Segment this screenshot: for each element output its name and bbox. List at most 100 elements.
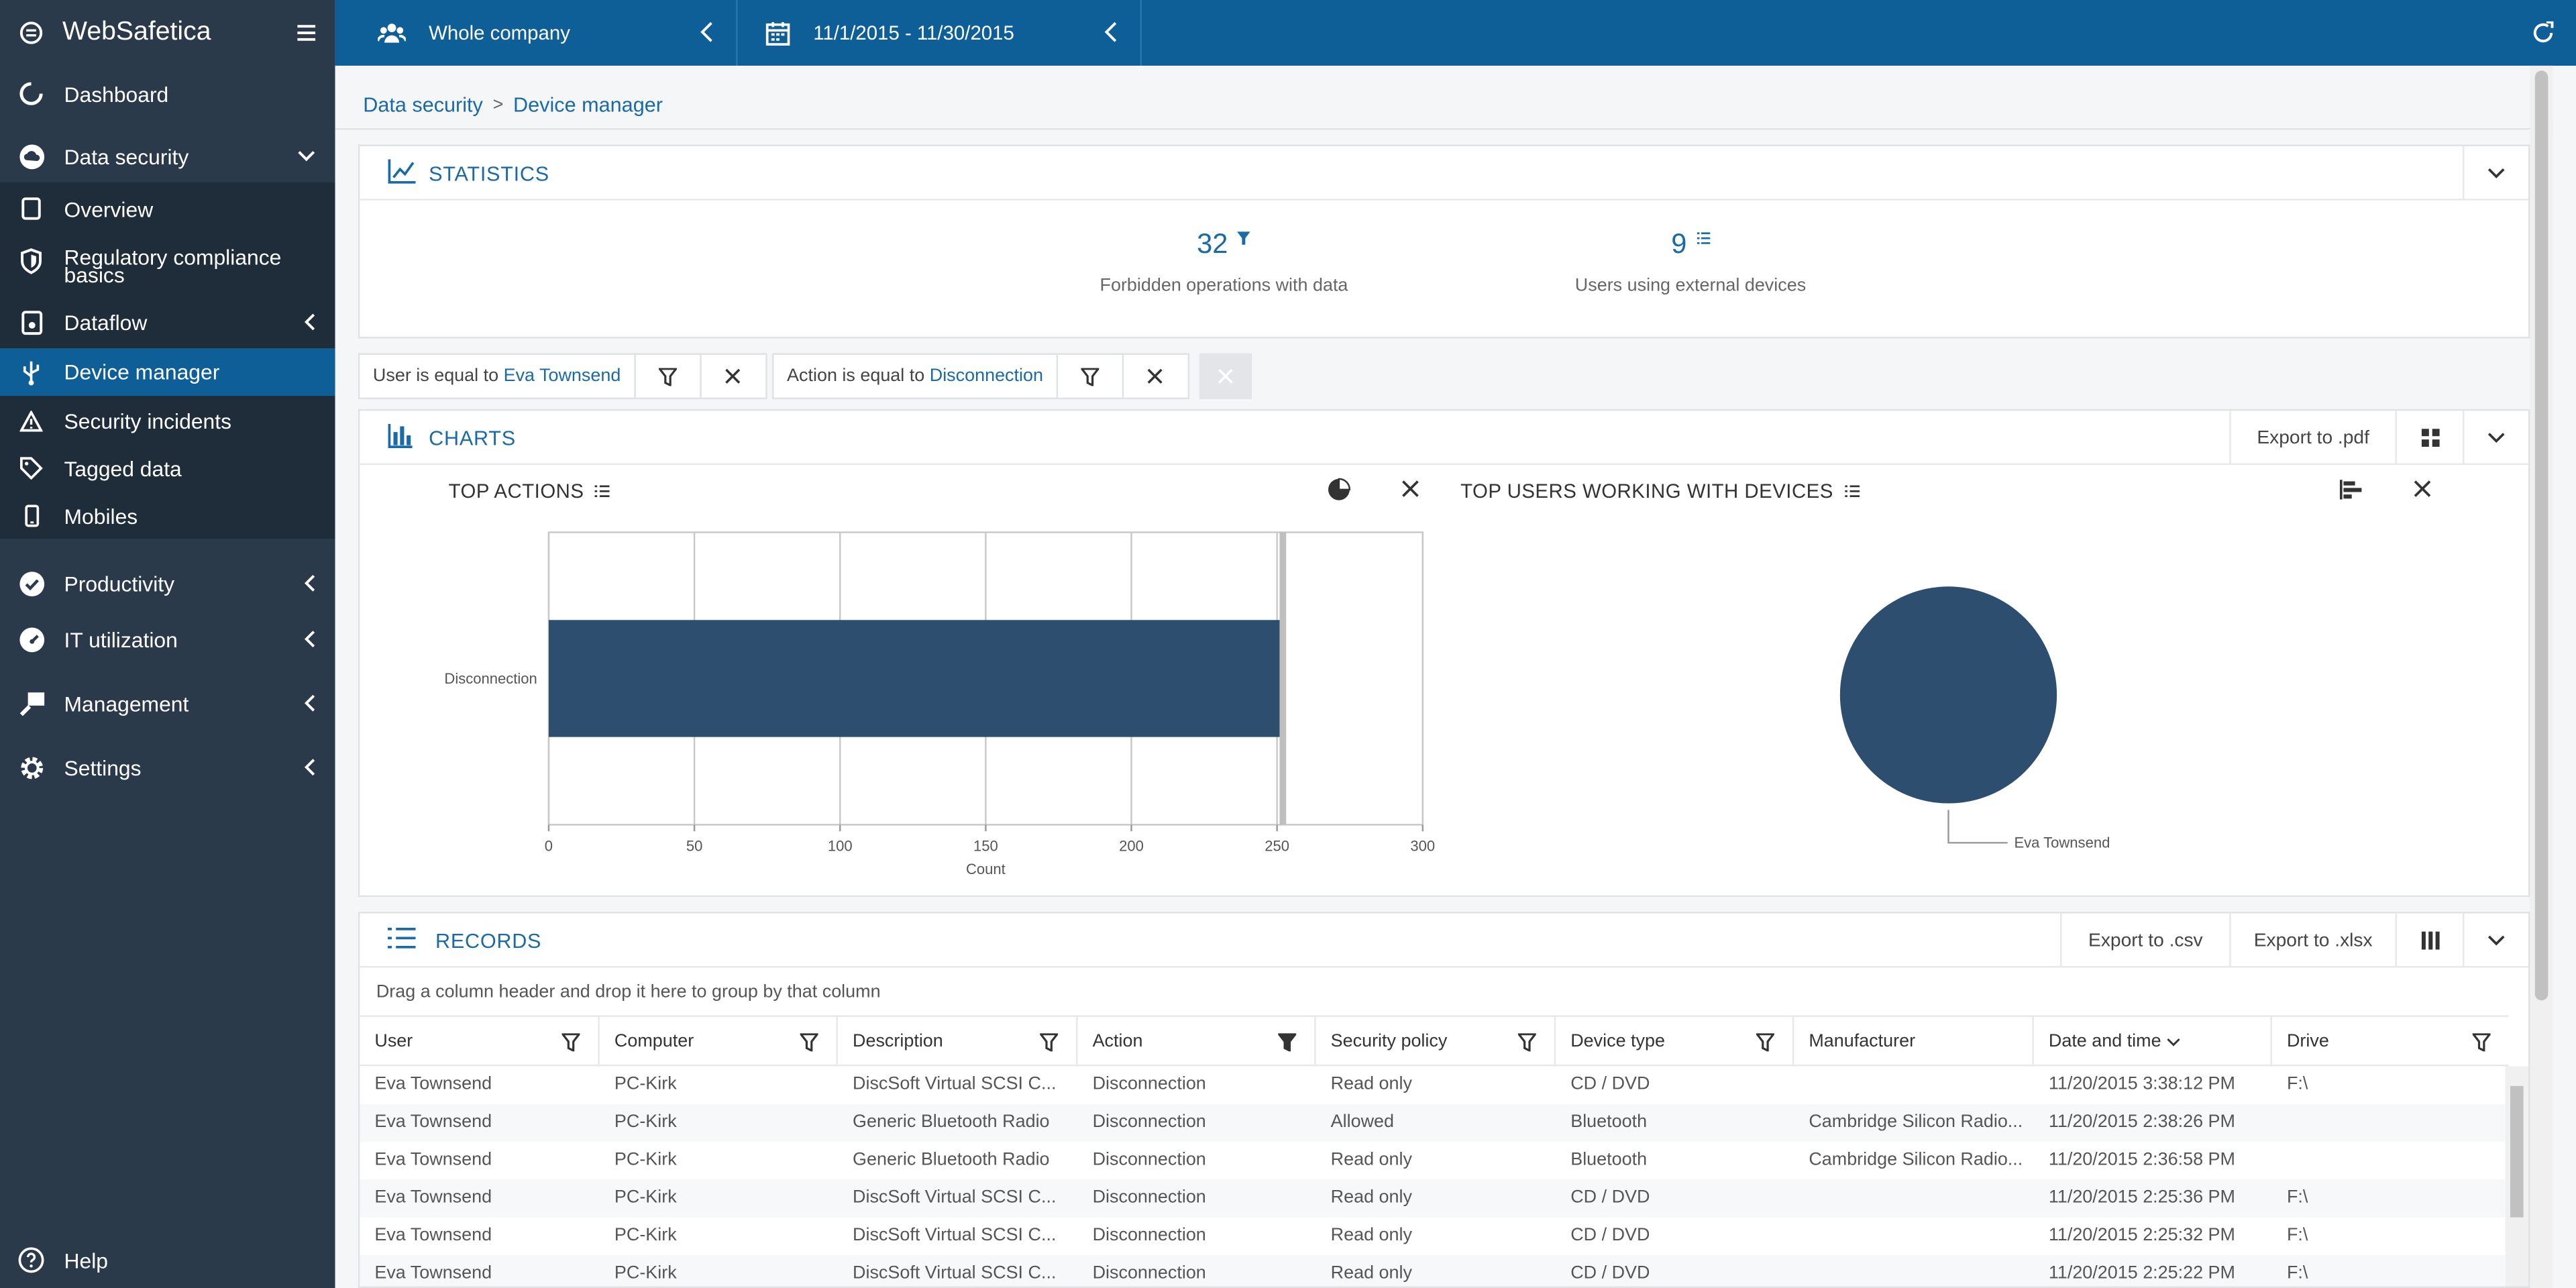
menu-icon[interactable] bbox=[297, 25, 316, 41]
sidebar-item-dataflow[interactable]: Dataflow bbox=[0, 303, 335, 342]
columns-button[interactable] bbox=[2395, 913, 2463, 968]
scope-selector[interactable]: Whole company bbox=[335, 0, 738, 66]
x-tick-label: 0 bbox=[545, 838, 553, 855]
sidebar-item-device-manager[interactable]: Device manager bbox=[0, 348, 335, 396]
table-row[interactable]: Eva Townsend PC-Kirk Generic Bluetooth Rad… bbox=[360, 1104, 2509, 1142]
column-filter-icon[interactable] bbox=[544, 1017, 598, 1066]
table-cell: Eva Townsend bbox=[374, 1150, 492, 1170]
x-tick-label: 50 bbox=[686, 838, 703, 855]
table-scrollbar-thumb[interactable] bbox=[2510, 1085, 2524, 1218]
records-title: RECORDS bbox=[435, 930, 542, 953]
table-cell: PC-Kirk bbox=[614, 1225, 677, 1246]
chevron-left-icon[interactable] bbox=[1104, 21, 1118, 43]
remove-filter-button[interactable] bbox=[1122, 354, 1188, 398]
column-filter-active-icon[interactable] bbox=[1260, 1017, 1314, 1066]
pie-chart-toggle-icon[interactable] bbox=[1328, 478, 1351, 501]
column-header-user[interactable]: User bbox=[360, 1016, 600, 1067]
close-chart-icon[interactable] bbox=[2414, 480, 2432, 498]
sidebar-item-regulatory-compliance[interactable]: Regulatory compliance basics bbox=[0, 243, 335, 289]
table-cell: Cambridge Silicon Radio... bbox=[1809, 1112, 2023, 1132]
table-row[interactable]: Eva Townsend PC-Kirk DiscSoft Virtual SCSI… bbox=[360, 1179, 2509, 1218]
list-icon[interactable] bbox=[595, 484, 610, 498]
column-header-device-type[interactable]: Device type bbox=[1556, 1016, 1794, 1067]
table-cell bbox=[1794, 1218, 2034, 1255]
sidebar-item-management[interactable]: Management bbox=[0, 684, 335, 723]
column-header-date-time[interactable]: Date and time bbox=[2034, 1016, 2272, 1067]
chevron-left-icon[interactable] bbox=[700, 21, 713, 43]
export-csv-button[interactable]: Export to .csv bbox=[2060, 913, 2229, 968]
column-header-drive[interactable]: Drive bbox=[2272, 1017, 2509, 1066]
sidebar-item-label: Data security bbox=[64, 144, 189, 169]
column-header-computer[interactable]: Computer bbox=[600, 1016, 838, 1067]
refresh-icon[interactable] bbox=[2532, 21, 2555, 44]
close-chart-icon[interactable] bbox=[1401, 480, 1419, 498]
collapse-button[interactable] bbox=[2463, 913, 2528, 968]
page-scrollbar-thumb[interactable] bbox=[2534, 70, 2548, 1001]
list-icon bbox=[1697, 231, 1710, 245]
column-header-description[interactable]: Description bbox=[838, 1016, 1078, 1067]
table-cell bbox=[1794, 1179, 2034, 1217]
column-header-action[interactable]: Action bbox=[1078, 1016, 1316, 1067]
table-row[interactable]: Eva Townsend PC-Kirk DiscSoft Virtual SCSI… bbox=[360, 1218, 2508, 1255]
filter-value[interactable]: Eva Townsend bbox=[503, 366, 621, 386]
dashboard-icon bbox=[16, 79, 46, 109]
breadcrumb: Data security > Device manager bbox=[363, 94, 663, 117]
filter-button[interactable] bbox=[1056, 354, 1122, 398]
table-cell: Bluetooth bbox=[1570, 1112, 1648, 1132]
sidebar-item-label: Security incidents bbox=[64, 408, 232, 433]
table-cell: DiscSoft Virtual SCSI C... bbox=[853, 1225, 1057, 1246]
export-xlsx-button[interactable]: Export to .xlsx bbox=[2229, 913, 2395, 968]
charts-header: CHARTS Export to .pdf bbox=[360, 411, 2528, 466]
sidebar-item-tagged-data[interactable]: Tagged data bbox=[0, 449, 335, 488]
table-row[interactable]: Eva Townsend PC-Kirk DiscSoft Virtual SCSI… bbox=[360, 1255, 2509, 1287]
sidebar-item-data-security[interactable]: Data security bbox=[0, 135, 335, 178]
date-range-selector[interactable]: 11/1/2015 - 11/30/2015 bbox=[738, 0, 1142, 66]
bar-highlight bbox=[1279, 532, 1287, 825]
grid-layout-button[interactable] bbox=[2395, 411, 2463, 466]
page-scrollbar[interactable] bbox=[2530, 65, 2553, 1288]
breadcrumb-parent[interactable]: Data security bbox=[363, 93, 483, 117]
clear-all-filters-button[interactable] bbox=[1199, 353, 1252, 400]
sidebar-item-label: Help bbox=[64, 1248, 109, 1273]
bar bbox=[548, 620, 1283, 737]
x-tick-label: 300 bbox=[1410, 838, 1435, 855]
sidebar-item-label: IT utilization bbox=[64, 627, 178, 652]
filter-button[interactable] bbox=[633, 354, 700, 398]
sort-descending-icon bbox=[2167, 1037, 2181, 1046]
sidebar-item-label: Dashboard bbox=[64, 81, 169, 106]
stat-users-external-devices[interactable]: 9 Users using external devices bbox=[1559, 228, 1822, 295]
table-row[interactable]: Eva Townsend PC-Kirk Generic Bluetooth Rad… bbox=[360, 1142, 2508, 1179]
sidebar-item-label: Device manager bbox=[64, 360, 220, 385]
sidebar-item-dashboard[interactable]: Dashboard bbox=[0, 72, 335, 115]
table-scrollbar[interactable] bbox=[2505, 1066, 2528, 1287]
column-filter-icon[interactable] bbox=[1500, 1017, 1554, 1066]
sidebar-item-it-utilization[interactable]: IT utilization bbox=[0, 619, 335, 659]
column-filter-icon[interactable] bbox=[1738, 1017, 1792, 1066]
list-icon[interactable] bbox=[1845, 484, 1860, 498]
table-cell: DiscSoft Virtual SCSI C... bbox=[853, 1074, 1057, 1095]
column-header-manufacturer[interactable]: Manufacturer bbox=[1794, 1016, 2034, 1067]
sidebar-item-mobiles[interactable]: Mobiles bbox=[0, 496, 335, 536]
remove-filter-button[interactable] bbox=[699, 354, 765, 398]
column-header-security-policy[interactable]: Security policy bbox=[1316, 1016, 1556, 1067]
table-cell: Disconnection bbox=[1092, 1112, 1206, 1132]
filter-value[interactable]: Disconnection bbox=[929, 366, 1043, 386]
sidebar-item-productivity[interactable]: Productivity bbox=[0, 564, 335, 603]
sidebar-item-overview[interactable]: Overview bbox=[0, 189, 335, 229]
users-group-icon bbox=[378, 21, 406, 44]
column-filter-icon[interactable] bbox=[2455, 1017, 2509, 1066]
column-filter-icon[interactable] bbox=[782, 1017, 837, 1066]
collapse-button[interactable] bbox=[2463, 146, 2528, 201]
table-row[interactable]: Eva Townsend PC-Kirk DiscSoft Virtual SCSI… bbox=[360, 1066, 2508, 1104]
sidebar-item-settings[interactable]: Settings bbox=[0, 747, 335, 787]
mobile-icon bbox=[16, 501, 46, 531]
sidebar-item-security-incidents[interactable]: Security incidents bbox=[0, 401, 335, 441]
bar-chart-toggle-icon[interactable] bbox=[2339, 480, 2362, 500]
table-cell: Read only bbox=[1330, 1187, 1413, 1208]
stat-value: 32 bbox=[1197, 228, 1228, 260]
sidebar-item-help[interactable]: Help bbox=[0, 1240, 335, 1280]
column-filter-icon[interactable] bbox=[1022, 1017, 1076, 1066]
stat-forbidden-operations[interactable]: 32 Forbidden operations with data bbox=[1093, 228, 1356, 295]
export-pdf-button[interactable]: Export to .pdf bbox=[2229, 411, 2395, 466]
collapse-button[interactable] bbox=[2463, 411, 2528, 466]
